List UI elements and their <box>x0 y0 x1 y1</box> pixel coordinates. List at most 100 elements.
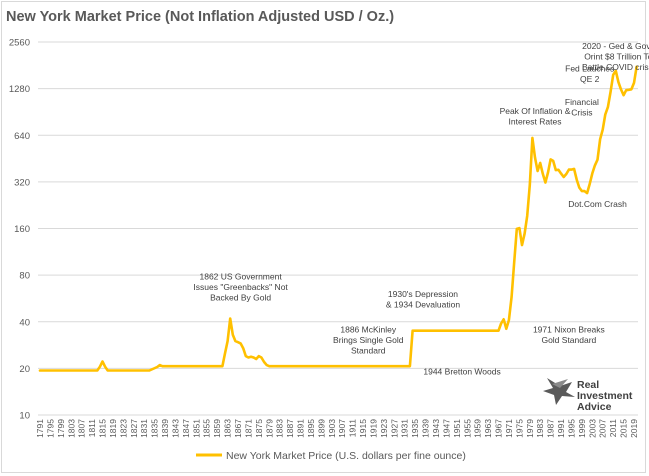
x-tick-label: 1983 <box>535 419 545 438</box>
x-tick-label: 1871 <box>243 419 253 438</box>
x-tick-label: 2015 <box>619 419 629 438</box>
x-tick-label: 2003 <box>587 419 597 438</box>
x-tick-label: 1935 <box>410 419 420 438</box>
y-tick-label: 40 <box>19 317 30 328</box>
x-tick-label: 1899 <box>316 419 326 438</box>
legend: New York Market Price (U.S. dollars per … <box>196 450 466 462</box>
x-tick-label: 1855 <box>202 419 212 438</box>
annotation-line: Backed By Gold <box>210 292 271 302</box>
annotation-line: Orint $8 Trillion To <box>584 52 649 62</box>
x-tick-label: 1939 <box>421 419 431 438</box>
x-tick-label: 1887 <box>285 419 295 438</box>
y-tick-label: 320 <box>14 177 30 188</box>
y-tick-label: 80 <box>19 271 30 282</box>
x-tick-label: 1943 <box>431 419 441 438</box>
annotation: Fed Lauches QE 2 <box>565 64 614 85</box>
logo-line-2: Investment <box>577 390 633 402</box>
x-tick-label: 1791 <box>35 419 45 438</box>
x-tick-label: 1923 <box>379 419 389 438</box>
x-tick-label: 1895 <box>306 419 316 438</box>
x-tick-label: 1931 <box>400 419 410 438</box>
x-tick-label: 2011 <box>608 419 618 438</box>
annotation-line: Dot.Com Crash <box>568 199 627 209</box>
x-tick-label: 1891 <box>296 419 306 438</box>
x-tick-label: 1987 <box>546 419 556 438</box>
x-tick-label: 1951 <box>452 419 462 438</box>
x-tick-label: 1971 <box>504 419 514 438</box>
x-tick-label: 1875 <box>254 419 264 438</box>
annotation-line: Interest Rates <box>509 116 562 126</box>
x-tick-label: 1815 <box>98 419 108 438</box>
annotation-line: Standard <box>351 346 386 356</box>
legend-label: New York Market Price (U.S. dollars per … <box>226 450 466 462</box>
annotation-line: 1944 Bretton Woods <box>423 366 500 376</box>
x-tick-label: 1907 <box>337 419 347 438</box>
annotation-line: Brings Single Gold <box>333 335 404 345</box>
y-tick-label: 2560 <box>9 38 30 49</box>
annotation-line: 1886 McKinley <box>340 325 397 335</box>
annotation-line: 1971 Nixon Breaks <box>533 325 605 335</box>
x-tick-label: 1911 <box>348 419 358 438</box>
eagle-logo-icon <box>543 378 575 405</box>
logo: Real Investment Advice <box>543 378 633 413</box>
logo-line-1: Real <box>577 379 599 391</box>
annotation-line: Battle COVID crisis <box>582 62 649 72</box>
x-tick-label: 2019 <box>629 419 639 438</box>
x-tick-label: 1799 <box>56 419 66 438</box>
y-axis-ticks: 10 20 40 80 160 320 640 1280 2560 <box>9 38 30 422</box>
x-tick-label: 1955 <box>462 419 472 438</box>
x-tick-label: 1859 <box>212 419 222 438</box>
y-tick-label: 1280 <box>9 84 30 95</box>
x-tick-label: 1839 <box>160 419 170 438</box>
annotation-line: Peak Of Inflation & <box>500 106 571 116</box>
x-tick-label: 1967 <box>494 419 504 438</box>
x-tick-label: 1843 <box>170 419 180 438</box>
x-tick-label: 1927 <box>389 419 399 438</box>
x-tick-label: 1827 <box>129 419 139 438</box>
y-tick-label: 20 <box>19 364 30 375</box>
x-tick-label: 1819 <box>108 419 118 438</box>
annotation: 1930's Depression & 1934 Devaluation <box>386 289 460 310</box>
annotation-line: Gold Standard <box>541 335 596 345</box>
x-tick-label: 1903 <box>327 419 337 438</box>
series-line <box>38 65 638 372</box>
x-tick-label: 1867 <box>233 419 243 438</box>
annotation: Dot.Com Crash <box>568 199 627 209</box>
x-tick-label: 1979 <box>525 419 535 438</box>
x-tick-label: 1915 <box>358 419 368 438</box>
x-tick-label: 1823 <box>118 419 128 438</box>
annotation-line: Financial <box>565 97 599 107</box>
x-tick-label: 1879 <box>264 419 274 438</box>
chart-title: New York Market Price (Not Inflation Adj… <box>6 9 394 25</box>
x-tick-label: 1991 <box>556 419 566 438</box>
annotation: 1886 McKinley Brings Single Gold Standard <box>333 325 404 356</box>
series-group <box>38 65 638 372</box>
annotation-line: QE 2 <box>580 74 600 84</box>
x-tick-label: 1999 <box>577 419 587 438</box>
x-tick-label: 1851 <box>191 419 201 438</box>
x-tick-label: 1975 <box>514 419 524 438</box>
x-tick-label: 1803 <box>66 419 76 438</box>
x-tick-label: 1883 <box>275 419 285 438</box>
annotation-line: & 1934 Devaluation <box>386 299 460 309</box>
annotation-line: Fed Lauches <box>565 64 614 74</box>
x-axis-ticks: 1791 1795 1799 1803 1807 1811 1815 1819 1823 1827… <box>35 419 639 438</box>
x-tick-label: 1947 <box>441 419 451 438</box>
annotation-line: 2020 - Ged & Gov't <box>582 41 649 51</box>
x-tick-label: 1963 <box>483 419 493 438</box>
x-tick-label: 1959 <box>473 419 483 438</box>
annotation: Peak Of Inflation & Interest Rates <box>500 106 571 127</box>
annotations: 2020 - Ged & Gov't Orint $8 Trillion To Ba… <box>193 41 649 376</box>
x-tick-label: 1795 <box>45 419 55 438</box>
x-tick-label: 1807 <box>77 419 87 438</box>
annotation-line: 1930's Depression <box>388 289 458 299</box>
annotation: Financial Crisis <box>565 97 599 118</box>
annotation-line: 1862 US Government <box>199 271 282 281</box>
annotation: 1862 US Government Issues "Greenbacks" No… <box>193 271 288 302</box>
y-tick-label: 160 <box>14 224 30 235</box>
x-tick-label: 1995 <box>566 419 576 438</box>
x-tick-label: 1811 <box>87 419 97 438</box>
y-tick-label: 10 <box>19 411 30 422</box>
